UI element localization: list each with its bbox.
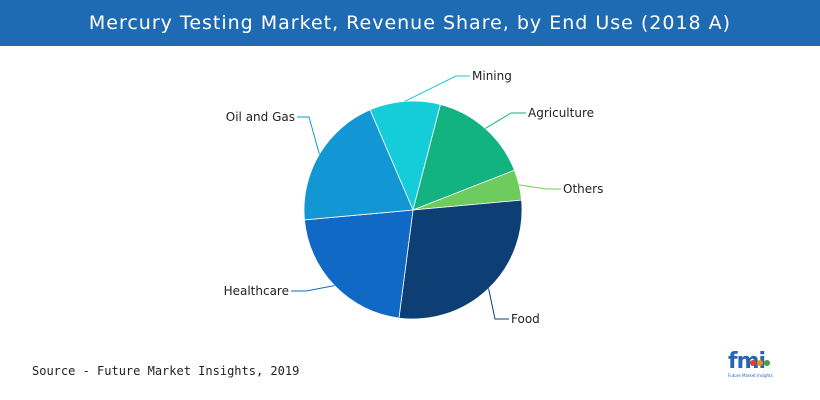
slice-label: Healthcare (224, 284, 289, 298)
slice-label: Agriculture (528, 106, 594, 120)
fmi-logo: fmi Future Market Insights (728, 349, 773, 379)
leader-line (488, 288, 509, 320)
leader-line (297, 116, 320, 155)
slice-label: Mining (472, 69, 512, 83)
leader-line (518, 184, 561, 190)
slice-label: Oil and Gas (226, 110, 295, 124)
pie-slice-mining (369, 100, 441, 212)
leader-line (404, 75, 470, 102)
slice-label: Food (511, 312, 540, 326)
slice-label: Others (563, 182, 603, 196)
leader-line (485, 112, 526, 129)
source-note: Source - Future Market Insights, 2019 (32, 364, 300, 378)
pie-slice-healthcare (304, 209, 414, 319)
chart-title: Mercury Testing Market, Revenue Share, b… (0, 0, 820, 46)
leader-line (291, 285, 335, 292)
pie-slice-food (398, 199, 523, 320)
